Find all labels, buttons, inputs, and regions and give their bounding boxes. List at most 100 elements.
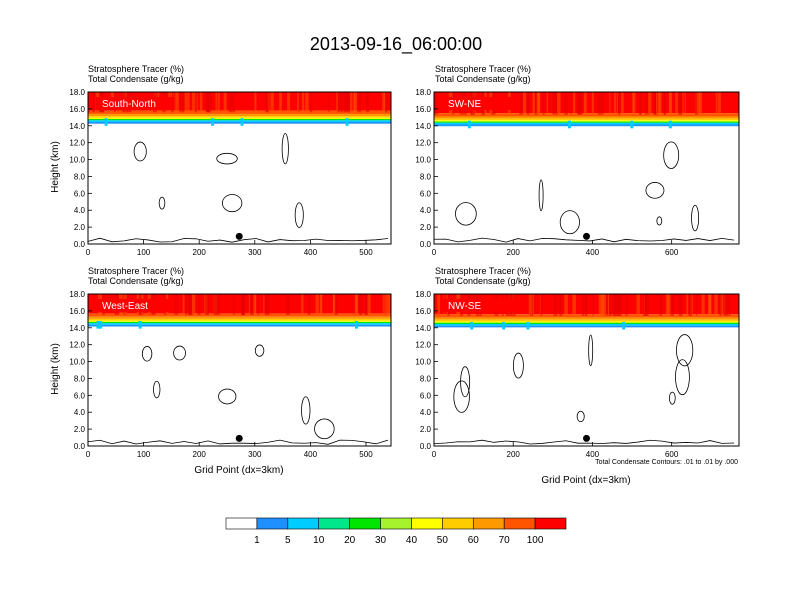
tracer-streak (382, 92, 385, 113)
plot-area-3: NW-SE 0.0 2.0 4.0 6.0 8.0 10.0 12.0 14.0 16.0 18.0… (415, 290, 740, 459)
colorbar-swatch (256, 517, 289, 530)
tracer-streak (657, 92, 662, 115)
tracer-streak (217, 92, 220, 113)
colorbar-swatch (534, 517, 567, 530)
tracer-band (434, 124, 739, 127)
x-axis-label: Grid Point (dx=3km) (194, 465, 283, 476)
tracer-streak (205, 92, 208, 113)
colorbar-label: 30 (375, 535, 387, 546)
x-tick-label: 200 (193, 248, 207, 257)
x-tick-label: 200 (507, 450, 521, 459)
panel-sw-ne: Stratosphere Tracer (%) Total Condensate… (435, 64, 531, 84)
colorbar-label: 40 (406, 535, 418, 546)
tracer-streak (192, 92, 196, 113)
tracer-streak (670, 294, 675, 316)
tracer-streak (570, 92, 572, 115)
tracer-streak (248, 294, 251, 316)
x-tick-label: 200 (507, 248, 521, 257)
tracer-streak (719, 294, 722, 316)
condensate-contour (588, 334, 594, 367)
tracer-streak (592, 294, 594, 316)
y-tick-label: 10.0 (415, 156, 431, 165)
tracer-streak (320, 294, 323, 316)
panel-label-box (442, 97, 520, 110)
tracer-band (88, 116, 391, 118)
x-axis-label: Grid Point (dx=3km) (541, 475, 630, 486)
tracer-streak (286, 294, 290, 316)
tracer-streak (182, 294, 185, 316)
x-tick-label: 200 (193, 450, 207, 459)
condensate-contour (668, 391, 676, 405)
tracer-band (88, 316, 391, 319)
tracer-band (88, 320, 391, 322)
tracer-dip (345, 118, 349, 126)
tracer-band (434, 121, 739, 123)
tracer-streak (639, 92, 642, 115)
tracer-streak (524, 92, 527, 115)
colorbar-swatch (503, 517, 536, 530)
tracer-streak (265, 92, 269, 113)
colorbar-swatch (225, 517, 258, 530)
tracer-band (88, 313, 391, 317)
location-marker (235, 434, 243, 442)
tracer-dip (502, 321, 506, 330)
y-axis-label: Height (km) (50, 343, 61, 395)
tracer-streak (606, 294, 609, 316)
x-tick-label: 300 (248, 248, 262, 257)
condensate-contour (301, 396, 311, 425)
tracer-dip (211, 118, 215, 126)
tracer-streak (345, 92, 349, 113)
y-tick-label: 0.0 (420, 442, 432, 451)
tracer-streak (287, 92, 291, 113)
condensate-contour (691, 204, 700, 232)
tracer-dip (99, 321, 103, 329)
y-axis-label: Height (km) (50, 141, 61, 193)
y-tick-label: 16.0 (69, 105, 85, 114)
tracer-streak (714, 294, 718, 316)
tracer-dip (355, 321, 359, 329)
tracer-streak (614, 92, 616, 115)
y-tick-label: 18.0 (415, 88, 431, 97)
tracer-streak (88, 92, 91, 113)
panel-label-box (96, 299, 174, 312)
panel-title-line2: Total Condensate (g/kg) (88, 276, 184, 286)
tracer-band (434, 120, 739, 122)
condensate-contour (133, 141, 147, 162)
y-tick-label: 14.0 (69, 122, 85, 131)
tracer-streak (597, 92, 601, 115)
panel-title-line1: Stratosphere Tracer (%) (435, 266, 531, 276)
tracer-streak (536, 92, 540, 115)
y-tick-label: 14.0 (415, 122, 431, 131)
tracer-streak (667, 294, 671, 316)
y-tick-label: 12.0 (69, 139, 85, 148)
y-tick-label: 12.0 (69, 341, 85, 350)
tracer-streak (305, 92, 309, 113)
tracer-streak (197, 294, 201, 316)
tracer-dip (630, 120, 634, 129)
tracer-band (88, 117, 391, 120)
tracer-band (88, 110, 391, 114)
tracer-streak (357, 92, 362, 113)
tracer-dip (96, 321, 100, 329)
tracer-band (434, 122, 739, 125)
colorbar-swatch (380, 517, 412, 530)
tracer-streak (609, 92, 611, 115)
tracer-streak (337, 92, 340, 113)
y-tick-label: 12.0 (415, 341, 431, 350)
tracer-streak (540, 294, 543, 316)
condensate-contour (453, 380, 470, 413)
tracer-streak (199, 92, 203, 113)
plot-area-1: SW-NE 0.0 2.0 4.0 6.0 8.0 10.0 12.0 14.0 16.0 18.0… (415, 88, 740, 257)
tracer-band (88, 119, 391, 121)
tracer-streak (437, 294, 441, 316)
y-tick-label: 4.0 (420, 206, 432, 215)
x-tick-label: 600 (665, 248, 679, 257)
colorbar-label: 60 (468, 535, 480, 546)
axes-frame (433, 91, 740, 245)
colorbar-swatch (442, 517, 474, 530)
tracer-streak (625, 294, 628, 316)
y-tick-label: 2.0 (74, 223, 86, 232)
tracer-streak (301, 294, 304, 316)
tracer-streak (532, 92, 535, 115)
axes-frame (87, 91, 392, 245)
